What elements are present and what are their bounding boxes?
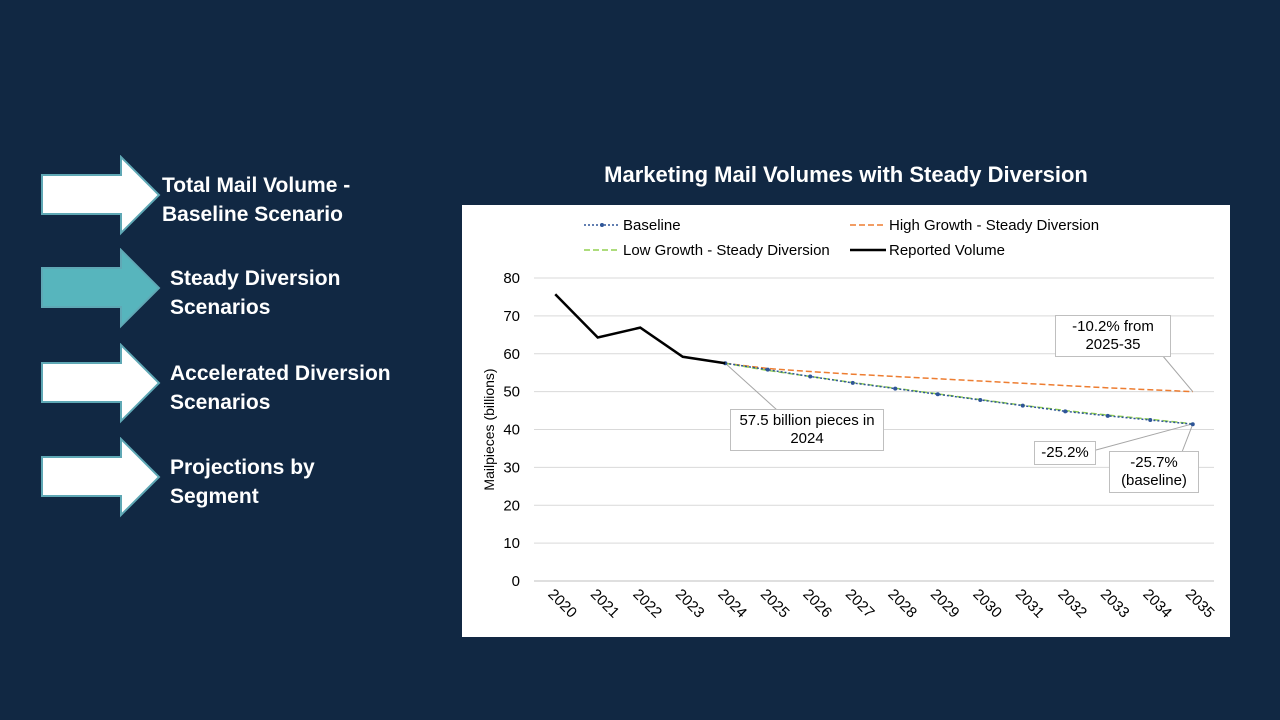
annotation-low-growth-change: -25.2% [1034,441,1096,465]
y-tick-label: 60 [503,346,520,363]
legend-label: Low Growth - Steady Diversion [623,242,830,259]
legend-label: Baseline [623,217,681,234]
y-tick-label: 20 [503,497,520,514]
y-axis-label: Mailpieces (billions) [481,368,497,490]
x-tick-label: 2024 [714,586,750,622]
arrow-right-icon [41,155,161,236]
annotation-leader [1181,424,1194,453]
data-point [1020,403,1025,408]
x-tick-label: 2029 [927,586,963,622]
annotation-2024-volume: 57.5 billion pieces in 2024 [730,409,884,451]
legend-label: Reported Volume [889,242,1005,259]
data-point [808,374,813,379]
x-tick-label: 2020 [544,586,580,622]
annotation-leader [724,362,778,411]
data-point [1148,418,1153,423]
x-tick-label: 2030 [969,586,1005,622]
x-tick-label: 2025 [757,586,793,622]
arrow-right-icon [41,437,161,518]
data-point [893,386,898,391]
chart-title: Marketing Mail Volumes with Steady Diver… [604,162,1088,187]
x-tick-label: 2035 [1182,586,1218,622]
data-point [850,380,855,385]
x-tick-label: 2032 [1054,586,1090,622]
y-tick-label: 40 [503,422,520,439]
arrow-right-icon [41,248,161,329]
annotation-leader [1161,354,1194,392]
nav-label: Steady Diversion Scenarios [170,267,341,319]
x-tick-label: 2021 [587,586,623,622]
series-line [554,293,726,365]
series-line [725,362,1193,425]
y-tick-label: 70 [503,308,520,325]
data-point [765,367,770,372]
y-tick-label: 0 [512,573,520,590]
data-point [1105,413,1110,418]
nav-label: Accelerated Diversion Scenarios [170,362,391,414]
x-tick-label: 2027 [842,586,878,622]
x-tick-label: 2034 [1139,586,1175,622]
nav-item-accelerated-diversion[interactable]: Accelerated Diversion Scenarios [40,343,440,427]
chart-panel: 0 10 20 30 40 50 60 70 80 2020 2021 2022 2023 2024 202… [462,205,1230,637]
annotation-baseline-change: -25.7% (baseline) [1109,451,1199,493]
arrow-right-icon [41,343,161,424]
x-tick-label: 2026 [799,586,835,622]
legend-marker [600,223,604,227]
x-tick-label: 2033 [1097,586,1133,622]
x-tick-label: 2023 [672,586,708,622]
data-point [1063,409,1068,414]
annotation-leader [1095,423,1193,451]
data-point [935,392,940,397]
data-point [1190,422,1195,427]
y-tick-label: 80 [503,270,520,287]
y-tick-label: 10 [503,535,520,552]
nav-item-projections-by-segment[interactable]: Projections by Segment [40,437,440,521]
data-point [978,397,983,402]
nav-label: Projections by Segment [170,456,315,508]
legend-label: High Growth - Steady Diversion [889,217,1099,234]
nav-item-total-mail-volume[interactable]: Total Mail Volume - Baseline Scenario [40,155,440,239]
y-tick-label: 50 [503,384,520,401]
series-line [725,362,1193,393]
nav-item-steady-diversion[interactable]: Steady Diversion Scenarios [40,248,440,332]
x-tick-label: 2022 [629,586,665,622]
x-tick-label: 2031 [1012,586,1048,622]
x-tick-label: 2028 [884,586,920,622]
nav-label: Total Mail Volume - Baseline Scenario [162,174,351,226]
y-tick-label: 30 [503,459,520,476]
annotation-high-growth-change: -10.2% from 2025-35 [1055,315,1171,357]
